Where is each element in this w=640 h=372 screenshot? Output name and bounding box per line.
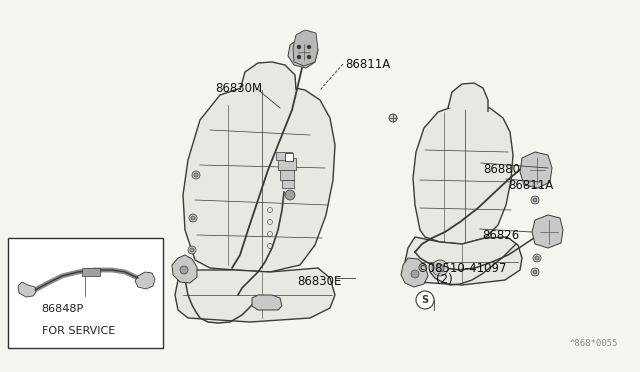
Text: 86811A: 86811A (508, 179, 553, 192)
Text: (2): (2) (436, 273, 452, 286)
Polygon shape (135, 272, 155, 289)
Text: 86880: 86880 (483, 163, 520, 176)
Circle shape (192, 171, 200, 179)
Circle shape (436, 264, 444, 272)
Text: S: S (421, 295, 429, 305)
Circle shape (180, 266, 188, 274)
Circle shape (416, 291, 434, 309)
Bar (280, 170, 294, 180)
Circle shape (189, 214, 197, 222)
Circle shape (389, 114, 397, 122)
Circle shape (190, 248, 194, 252)
Polygon shape (413, 105, 513, 244)
Bar (276, 152, 292, 160)
Text: 86830M: 86830M (215, 82, 262, 95)
Circle shape (194, 173, 198, 177)
Bar (285, 153, 293, 161)
Polygon shape (293, 30, 318, 66)
Polygon shape (401, 258, 428, 287)
Circle shape (307, 45, 310, 48)
Circle shape (298, 55, 301, 58)
Circle shape (535, 256, 539, 260)
Bar (82, 268, 100, 276)
Circle shape (533, 198, 537, 202)
Text: ^868*0055: ^868*0055 (570, 339, 618, 348)
Circle shape (432, 260, 448, 276)
Polygon shape (532, 215, 563, 248)
Text: FOR SERVICE: FOR SERVICE (42, 326, 116, 336)
Circle shape (191, 216, 195, 220)
Circle shape (533, 270, 537, 274)
Polygon shape (172, 255, 197, 283)
Text: 86848P: 86848P (41, 304, 83, 314)
Polygon shape (448, 83, 488, 112)
Bar (278, 158, 296, 170)
Polygon shape (252, 295, 282, 310)
Text: 86826: 86826 (482, 229, 519, 242)
Circle shape (411, 270, 419, 278)
Circle shape (285, 190, 295, 200)
Polygon shape (175, 268, 335, 322)
Bar (8, 238, 163, 348)
Polygon shape (405, 237, 522, 285)
Text: ©08510-41097: ©08510-41097 (416, 262, 506, 275)
Bar (282, 180, 294, 188)
Text: 86811A: 86811A (345, 58, 390, 71)
Circle shape (298, 45, 301, 48)
Polygon shape (288, 38, 318, 68)
Polygon shape (520, 152, 552, 188)
Circle shape (531, 268, 539, 276)
Text: 86830E: 86830E (297, 275, 341, 288)
Circle shape (188, 246, 196, 254)
Circle shape (533, 254, 541, 262)
Polygon shape (240, 62, 296, 90)
Polygon shape (18, 282, 36, 297)
Circle shape (307, 55, 310, 58)
Polygon shape (183, 85, 335, 272)
Circle shape (531, 196, 539, 204)
